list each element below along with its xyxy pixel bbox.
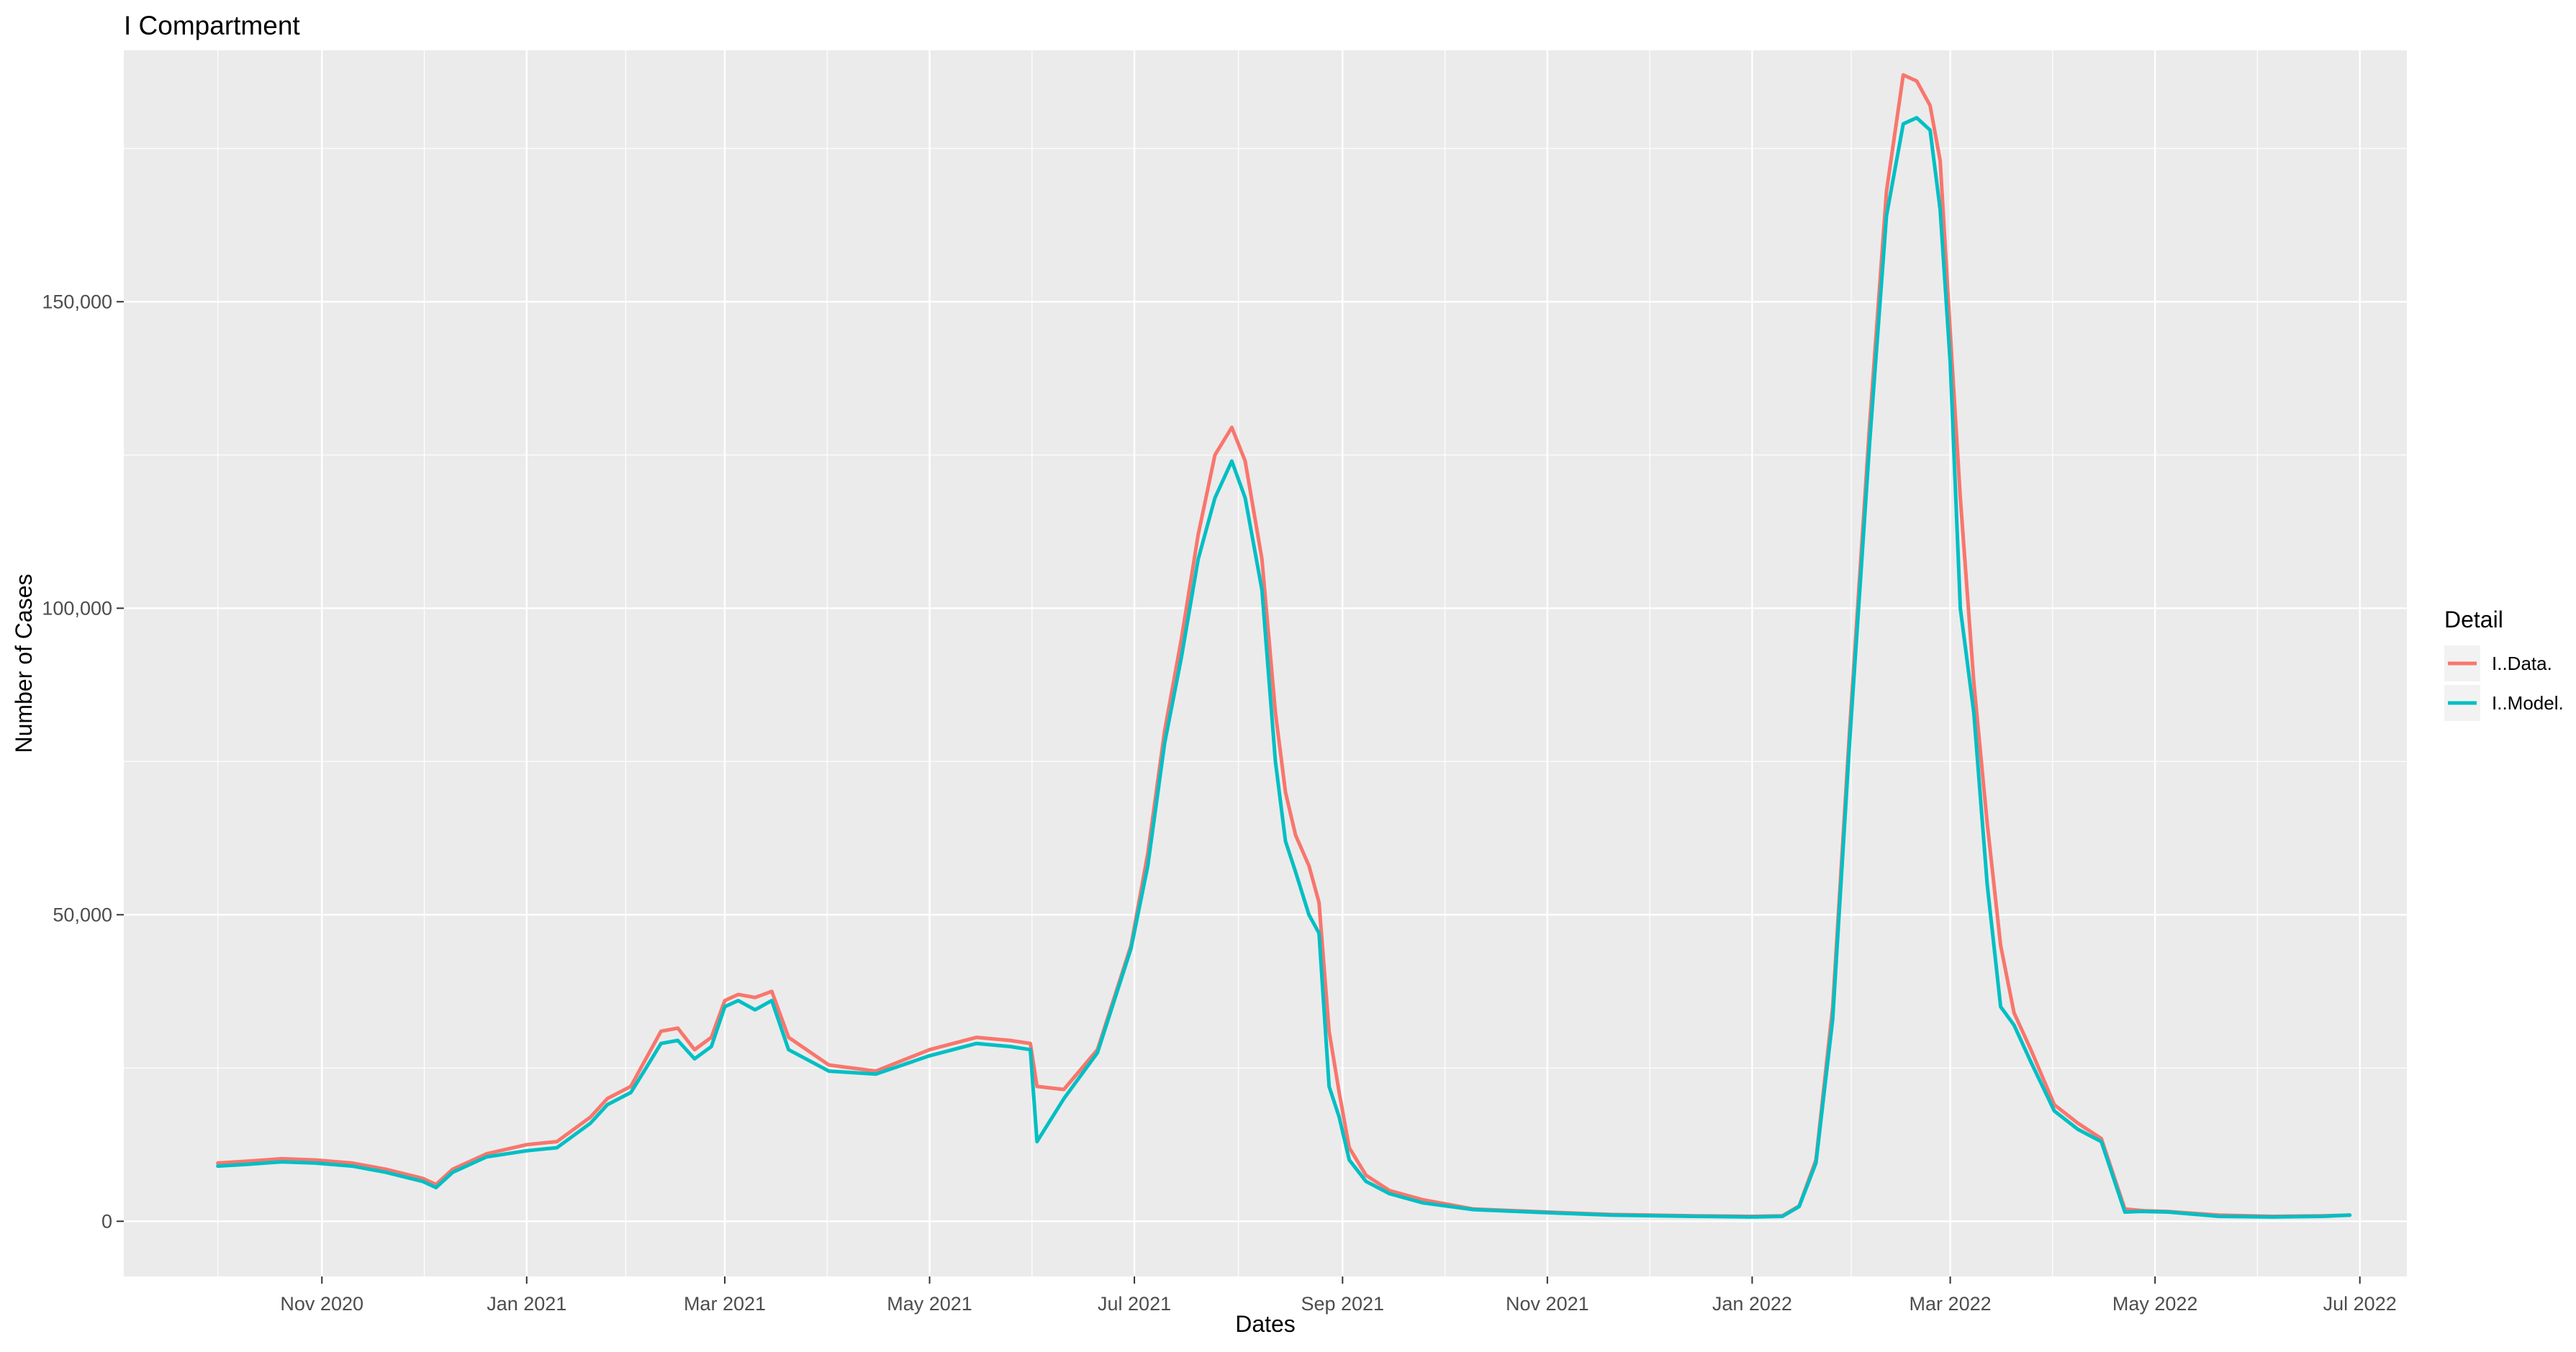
y-tick-label: 50,000	[53, 904, 112, 925]
legend-label: I..Data.	[2492, 653, 2552, 674]
grid-major	[124, 50, 2407, 1276]
y-tick-label: 150,000	[42, 291, 112, 312]
x-tick-label: Nov 2020	[280, 1293, 363, 1315]
x-tick-label: Mar 2021	[684, 1293, 766, 1315]
x-tick-label: Jul 2021	[1098, 1293, 1171, 1315]
series-lines	[216, 73, 2352, 1219]
grid-minor	[124, 50, 2407, 1276]
legend-title: Detail	[2444, 607, 2503, 632]
legend-items: I..Data. I..Model.	[2444, 645, 2564, 721]
legend: Detail I..Data. I..Model.	[2444, 607, 2564, 721]
x-tick-label: Jan 2021	[487, 1293, 566, 1315]
series-line-data	[216, 73, 2352, 1218]
x-tick-label: May 2021	[887, 1293, 972, 1315]
y-axis-title: Number of Cases	[11, 574, 37, 753]
x-tick-label: Mar 2022	[1910, 1293, 1992, 1315]
x-axis: Nov 2020 Jan 2021 Mar 2021 May 2021 Jul 2021…	[280, 1276, 2397, 1315]
y-tick-label: 100,000	[42, 597, 112, 619]
x-tick-label: Sep 2021	[1301, 1293, 1384, 1315]
x-tick-label: May 2022	[2112, 1293, 2198, 1315]
y-tick-label: 0	[101, 1210, 112, 1232]
legend-label: I..Model.	[2492, 692, 2564, 714]
x-tick-label: Jan 2022	[1712, 1293, 1792, 1315]
plot-panel	[124, 50, 2407, 1276]
x-axis-title: Dates	[1235, 1311, 1296, 1337]
x-tick-label: Jul 2022	[2323, 1293, 2397, 1315]
chart-title: I Compartment	[124, 11, 300, 40]
y-axis: 0 50,000 100,000 150,000	[42, 291, 124, 1232]
series-line-model	[216, 116, 2352, 1219]
x-tick-label: Nov 2021	[1506, 1293, 1589, 1315]
